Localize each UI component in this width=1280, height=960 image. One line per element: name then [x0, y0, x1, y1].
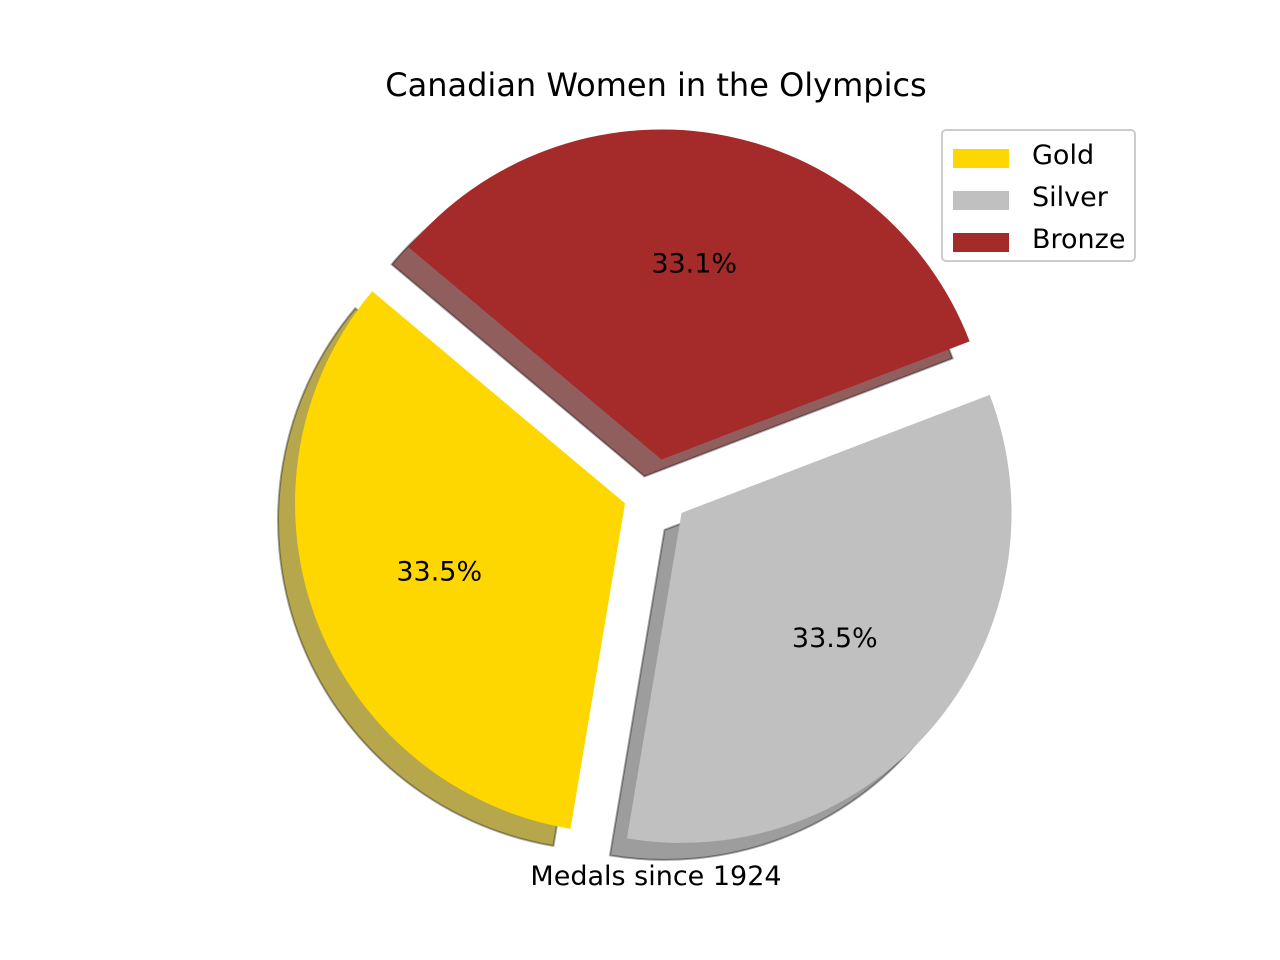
legend-item-gold: Gold	[943, 136, 1134, 178]
pie-slices	[295, 129, 1012, 843]
pie-label-silver: 33.5%	[792, 623, 878, 654]
pie-slice-silver	[626, 394, 1012, 843]
legend: Gold Silver Bronze	[941, 129, 1136, 262]
chart-title: Canadian Women in the Olympics	[385, 66, 927, 104]
legend-label-gold: Gold	[1032, 140, 1095, 171]
pie-slice-bronze	[408, 129, 970, 460]
chart-xlabel: Medals since 1924	[530, 861, 782, 892]
pie-label-gold: 33.5%	[396, 556, 482, 587]
legend-swatch-bronze	[953, 233, 1009, 252]
legend-item-silver: Silver	[943, 178, 1134, 220]
legend-swatch-gold	[953, 149, 1009, 168]
pie-slice-gold	[295, 291, 626, 829]
legend-label-silver: Silver	[1032, 182, 1108, 213]
legend-swatch-silver	[953, 191, 1009, 210]
legend-label-bronze: Bronze	[1032, 224, 1126, 255]
pie-label-bronze: 33.1%	[651, 249, 737, 280]
pie-labels: 33.5% 33.5% 33.1%	[396, 249, 877, 654]
legend-item-bronze: Bronze	[943, 220, 1134, 262]
